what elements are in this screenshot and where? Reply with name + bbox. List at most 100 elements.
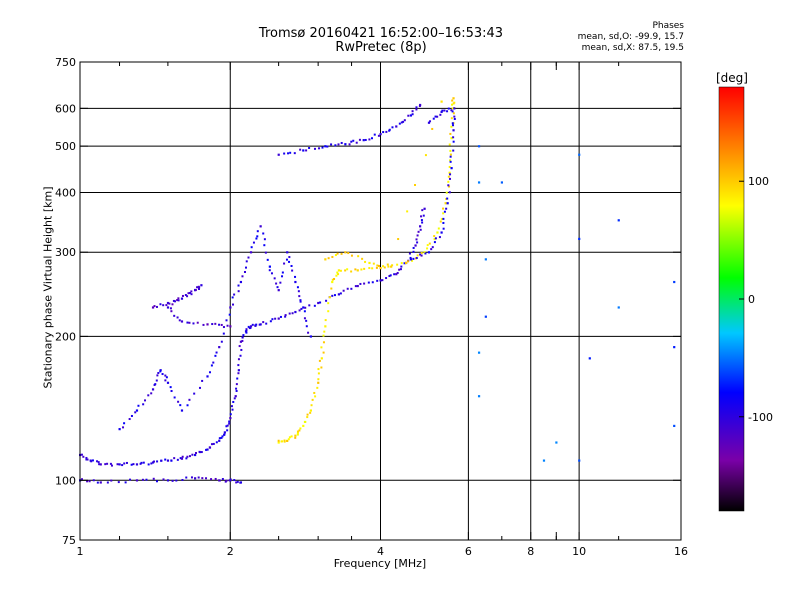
data-point — [232, 303, 235, 306]
data-point — [215, 441, 218, 444]
data-point — [210, 364, 213, 367]
data-point — [290, 264, 293, 267]
data-point — [150, 462, 153, 465]
data-point — [157, 372, 160, 375]
data-point — [86, 480, 89, 483]
data-point — [229, 306, 232, 309]
data-point — [443, 109, 446, 112]
data-point — [400, 265, 403, 268]
data-point — [118, 428, 121, 431]
data-point — [419, 225, 422, 228]
data-point — [448, 191, 451, 194]
data-point — [403, 119, 406, 122]
data-point — [344, 251, 347, 254]
data-point — [223, 431, 226, 434]
data-point — [376, 279, 379, 282]
data-point — [249, 325, 253, 328]
data-point — [321, 146, 324, 149]
data-point — [180, 457, 184, 460]
data-point — [412, 246, 415, 249]
data-point — [122, 426, 125, 429]
data-point — [106, 481, 109, 484]
data-point — [185, 457, 188, 460]
data-point — [356, 284, 359, 288]
data-point — [442, 227, 445, 230]
data-point — [218, 323, 221, 326]
data-point — [123, 422, 126, 425]
data-point — [164, 458, 167, 461]
data-point — [423, 207, 426, 210]
data-point — [451, 110, 454, 113]
data-point — [198, 386, 201, 389]
data-point — [400, 262, 403, 265]
data-point — [170, 390, 173, 393]
data-point — [236, 480, 239, 483]
data-point — [415, 257, 418, 260]
data-point — [237, 369, 240, 372]
data-point — [335, 274, 338, 277]
data-point — [440, 218, 443, 221]
data-point — [360, 268, 363, 271]
data-point — [130, 463, 133, 466]
data-point — [237, 284, 240, 287]
data-point — [283, 439, 286, 442]
data-point — [279, 315, 282, 318]
data-point — [448, 165, 451, 168]
data-point — [281, 275, 284, 278]
data-point — [424, 154, 427, 157]
data-point — [364, 260, 367, 263]
data-point — [241, 275, 244, 278]
x-tick-label: 2 — [227, 545, 234, 558]
data-point — [327, 310, 330, 313]
data-point — [314, 395, 317, 398]
data-point — [477, 181, 481, 184]
data-point — [453, 115, 456, 118]
data-point — [449, 159, 452, 162]
phases-x-stats: mean, sd,X: 87.5, 19.5 — [581, 43, 684, 53]
data-point — [320, 366, 323, 369]
data-point — [165, 376, 168, 379]
data-point — [439, 113, 442, 116]
data-point — [153, 460, 156, 463]
data-point — [188, 321, 191, 324]
data-point — [162, 478, 165, 481]
data-point — [317, 301, 320, 305]
data-point — [220, 340, 223, 343]
data-point — [317, 368, 320, 371]
y-tick-label: 500 — [55, 140, 76, 153]
data-point — [160, 459, 163, 462]
data-point — [231, 296, 234, 299]
data-point — [555, 441, 558, 444]
data-point — [409, 258, 412, 261]
data-point — [304, 306, 307, 309]
data-point — [310, 404, 313, 407]
data-point — [159, 370, 162, 373]
data-point — [382, 131, 385, 134]
data-point — [244, 266, 247, 269]
data-point — [125, 461, 128, 464]
data-point — [110, 464, 113, 467]
data-point — [430, 248, 433, 251]
data-point — [229, 413, 232, 416]
data-point — [208, 371, 211, 374]
data-point — [331, 255, 334, 258]
data-point — [409, 256, 412, 259]
data-point — [323, 330, 326, 333]
data-point — [408, 252, 411, 255]
data-point — [264, 251, 267, 254]
colorbar-ticks: 100 0 -100 — [739, 175, 773, 424]
data-point — [229, 478, 232, 481]
data-point — [156, 374, 159, 377]
data-point — [238, 345, 241, 348]
data-point — [197, 476, 200, 479]
data-point — [294, 434, 297, 437]
y-tick-label: 400 — [55, 186, 76, 199]
data-point — [452, 136, 455, 139]
data-point — [298, 309, 301, 312]
data-point — [317, 372, 320, 375]
y-axis-ticks: 75 100 200 300 400 500 600 750 — [55, 56, 681, 547]
data-point — [427, 121, 431, 124]
data-point — [445, 191, 448, 194]
data-point — [415, 106, 418, 109]
data-point — [288, 256, 291, 259]
